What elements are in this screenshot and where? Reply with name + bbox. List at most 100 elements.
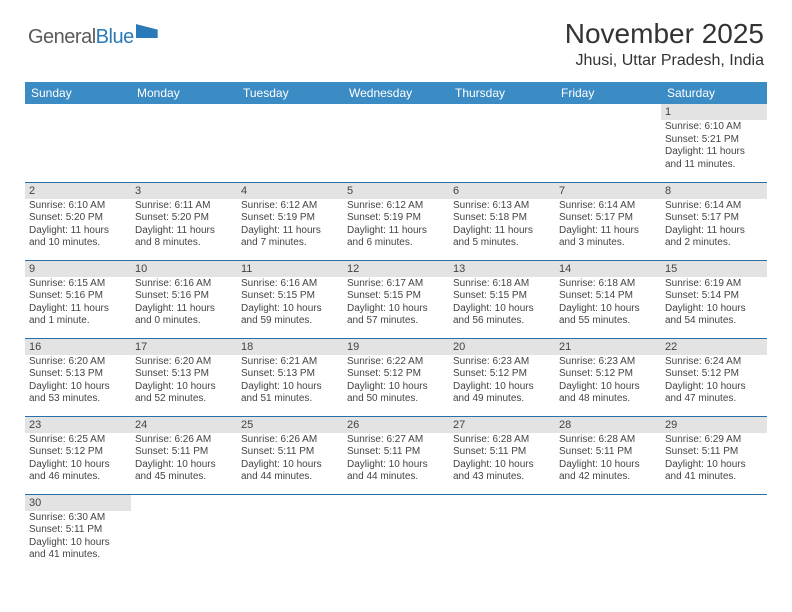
daylight-line: Daylight: 10 hours and 47 minutes. — [665, 381, 763, 406]
sunset-line: Sunset: 5:14 PM — [665, 290, 763, 303]
day-number: 5 — [343, 183, 449, 199]
day-content: Sunrise: 6:19 AMSunset: 5:14 PMDaylight:… — [661, 277, 767, 330]
day-number: 23 — [25, 417, 131, 433]
day-content: Sunrise: 6:11 AMSunset: 5:20 PMDaylight:… — [131, 199, 237, 252]
sunrise-line: Sunrise: 6:18 AM — [559, 278, 657, 291]
title-block: November 2025 Jhusi, Uttar Pradesh, Indi… — [565, 18, 764, 70]
daylight-line: Daylight: 10 hours and 44 minutes. — [347, 459, 445, 484]
sunset-line: Sunset: 5:13 PM — [241, 368, 339, 381]
day-content: Sunrise: 6:27 AMSunset: 5:11 PMDaylight:… — [343, 433, 449, 486]
calendar-header-row: Sunday Monday Tuesday Wednesday Thursday… — [25, 82, 767, 104]
calendar-cell — [343, 104, 449, 182]
sunrise-line: Sunrise: 6:24 AM — [665, 356, 763, 369]
logo-text-general: General — [28, 26, 96, 48]
logo-text-blue: Blue — [96, 26, 134, 48]
calendar-row: 2Sunrise: 6:10 AMSunset: 5:20 PMDaylight… — [25, 182, 767, 260]
sunset-line: Sunset: 5:11 PM — [241, 446, 339, 459]
calendar-cell — [131, 104, 237, 182]
calendar-row: 30Sunrise: 6:30 AMSunset: 5:11 PMDayligh… — [25, 494, 767, 572]
header: GeneralBlue November 2025 Jhusi, Uttar P… — [0, 0, 792, 78]
day-number: 3 — [131, 183, 237, 199]
day-content: Sunrise: 6:30 AMSunset: 5:11 PMDaylight:… — [25, 511, 131, 564]
logo: GeneralBlue — [28, 24, 158, 50]
day-number: 13 — [449, 261, 555, 277]
day-number: 9 — [25, 261, 131, 277]
day-content: Sunrise: 6:14 AMSunset: 5:17 PMDaylight:… — [661, 199, 767, 252]
daylight-line: Daylight: 11 hours and 2 minutes. — [665, 225, 763, 250]
calendar-cell: 4Sunrise: 6:12 AMSunset: 5:19 PMDaylight… — [237, 182, 343, 260]
daylight-line: Daylight: 10 hours and 41 minutes. — [665, 459, 763, 484]
daylight-line: Daylight: 10 hours and 54 minutes. — [665, 303, 763, 328]
day-number: 19 — [343, 339, 449, 355]
day-content: Sunrise: 6:18 AMSunset: 5:15 PMDaylight:… — [449, 277, 555, 330]
sunset-line: Sunset: 5:11 PM — [135, 446, 233, 459]
sunset-line: Sunset: 5:16 PM — [29, 290, 127, 303]
sunrise-line: Sunrise: 6:26 AM — [135, 434, 233, 447]
sunset-line: Sunset: 5:13 PM — [135, 368, 233, 381]
sunset-line: Sunset: 5:11 PM — [665, 446, 763, 459]
daylight-line: Daylight: 10 hours and 45 minutes. — [135, 459, 233, 484]
sunset-line: Sunset: 5:12 PM — [665, 368, 763, 381]
calendar-row: 16Sunrise: 6:20 AMSunset: 5:13 PMDayligh… — [25, 338, 767, 416]
calendar-cell: 25Sunrise: 6:26 AMSunset: 5:11 PMDayligh… — [237, 416, 343, 494]
calendar-table: Sunday Monday Tuesday Wednesday Thursday… — [25, 82, 767, 572]
daylight-line: Daylight: 10 hours and 55 minutes. — [559, 303, 657, 328]
calendar-cell: 5Sunrise: 6:12 AMSunset: 5:19 PMDaylight… — [343, 182, 449, 260]
calendar-cell: 21Sunrise: 6:23 AMSunset: 5:12 PMDayligh… — [555, 338, 661, 416]
calendar-row: 1Sunrise: 6:10 AMSunset: 5:21 PMDaylight… — [25, 104, 767, 182]
day-header: Friday — [555, 82, 661, 104]
day-number: 26 — [343, 417, 449, 433]
calendar-cell: 19Sunrise: 6:22 AMSunset: 5:12 PMDayligh… — [343, 338, 449, 416]
sunrise-line: Sunrise: 6:16 AM — [241, 278, 339, 291]
day-number: 22 — [661, 339, 767, 355]
daylight-line: Daylight: 11 hours and 8 minutes. — [135, 225, 233, 250]
day-number: 14 — [555, 261, 661, 277]
sunrise-line: Sunrise: 6:23 AM — [453, 356, 551, 369]
daylight-line: Daylight: 10 hours and 51 minutes. — [241, 381, 339, 406]
sunrise-line: Sunrise: 6:18 AM — [453, 278, 551, 291]
sunset-line: Sunset: 5:20 PM — [29, 212, 127, 225]
day-number: 11 — [237, 261, 343, 277]
day-number: 30 — [25, 495, 131, 511]
daylight-line: Daylight: 11 hours and 1 minute. — [29, 303, 127, 328]
daylight-line: Daylight: 10 hours and 48 minutes. — [559, 381, 657, 406]
day-number: 8 — [661, 183, 767, 199]
day-number: 21 — [555, 339, 661, 355]
day-number: 10 — [131, 261, 237, 277]
calendar-cell: 2Sunrise: 6:10 AMSunset: 5:20 PMDaylight… — [25, 182, 131, 260]
day-content: Sunrise: 6:10 AMSunset: 5:21 PMDaylight:… — [661, 120, 767, 173]
calendar-cell: 12Sunrise: 6:17 AMSunset: 5:15 PMDayligh… — [343, 260, 449, 338]
sunrise-line: Sunrise: 6:10 AM — [665, 121, 763, 134]
calendar-cell — [661, 494, 767, 572]
sunrise-line: Sunrise: 6:10 AM — [29, 200, 127, 213]
sunset-line: Sunset: 5:19 PM — [241, 212, 339, 225]
day-content: Sunrise: 6:10 AMSunset: 5:20 PMDaylight:… — [25, 199, 131, 252]
calendar-cell — [131, 494, 237, 572]
day-number: 4 — [237, 183, 343, 199]
daylight-line: Daylight: 11 hours and 3 minutes. — [559, 225, 657, 250]
calendar-cell: 24Sunrise: 6:26 AMSunset: 5:11 PMDayligh… — [131, 416, 237, 494]
day-content: Sunrise: 6:15 AMSunset: 5:16 PMDaylight:… — [25, 277, 131, 330]
sunset-line: Sunset: 5:17 PM — [665, 212, 763, 225]
calendar-cell: 17Sunrise: 6:20 AMSunset: 5:13 PMDayligh… — [131, 338, 237, 416]
calendar-cell — [449, 104, 555, 182]
sunrise-line: Sunrise: 6:19 AM — [665, 278, 763, 291]
calendar-cell: 3Sunrise: 6:11 AMSunset: 5:20 PMDaylight… — [131, 182, 237, 260]
day-content: Sunrise: 6:12 AMSunset: 5:19 PMDaylight:… — [343, 199, 449, 252]
sunrise-line: Sunrise: 6:20 AM — [135, 356, 233, 369]
sunset-line: Sunset: 5:20 PM — [135, 212, 233, 225]
sunset-line: Sunset: 5:11 PM — [453, 446, 551, 459]
day-number: 15 — [661, 261, 767, 277]
calendar-row: 23Sunrise: 6:25 AMSunset: 5:12 PMDayligh… — [25, 416, 767, 494]
daylight-line: Daylight: 11 hours and 10 minutes. — [29, 225, 127, 250]
day-number: 29 — [661, 417, 767, 433]
sunrise-line: Sunrise: 6:23 AM — [559, 356, 657, 369]
day-number: 2 — [25, 183, 131, 199]
sunrise-line: Sunrise: 6:21 AM — [241, 356, 339, 369]
calendar-cell: 20Sunrise: 6:23 AMSunset: 5:12 PMDayligh… — [449, 338, 555, 416]
calendar-cell — [237, 104, 343, 182]
daylight-line: Daylight: 11 hours and 5 minutes. — [453, 225, 551, 250]
calendar-cell: 28Sunrise: 6:28 AMSunset: 5:11 PMDayligh… — [555, 416, 661, 494]
day-content: Sunrise: 6:23 AMSunset: 5:12 PMDaylight:… — [555, 355, 661, 408]
daylight-line: Daylight: 10 hours and 46 minutes. — [29, 459, 127, 484]
